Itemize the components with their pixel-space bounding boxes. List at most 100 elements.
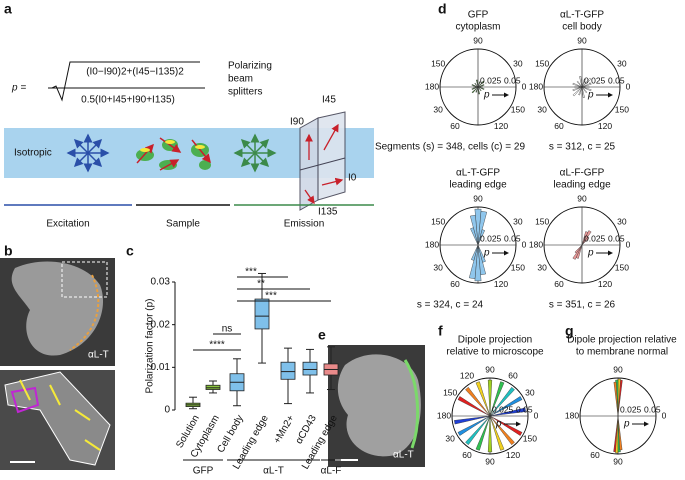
plot-title: αL-T-GFP bbox=[456, 168, 500, 179]
rose-petal bbox=[579, 76, 583, 88]
significance-label: **** bbox=[209, 340, 225, 351]
angle-label: 0 bbox=[626, 81, 631, 91]
scale-label: 0.025 bbox=[584, 233, 606, 243]
rose-petal bbox=[581, 82, 592, 88]
panel-e: e αL-T bbox=[318, 327, 425, 467]
channel-label: I90 bbox=[290, 117, 304, 128]
scale-label: 0.05 bbox=[644, 404, 661, 414]
plot-title: Dipole projection relative bbox=[567, 335, 677, 346]
channel-label: I45 bbox=[322, 95, 336, 106]
p-label: p bbox=[587, 90, 594, 101]
angle-label: 150 bbox=[443, 387, 457, 397]
rose-petal bbox=[581, 86, 588, 94]
p-label: p bbox=[623, 419, 630, 430]
box bbox=[302, 361, 318, 376]
angle-label: 90 bbox=[577, 193, 587, 203]
angle-label: 180 bbox=[437, 410, 451, 420]
rose-petal bbox=[476, 79, 479, 88]
rose-petal bbox=[581, 78, 586, 88]
rose-petal bbox=[471, 84, 479, 88]
cell-image bbox=[4, 371, 111, 466]
angle-label: 120 bbox=[460, 370, 474, 380]
angle-label: 60 bbox=[450, 121, 460, 131]
angle-label: 60 bbox=[554, 121, 564, 131]
angle-label: 30 bbox=[617, 216, 627, 226]
cell-tag: αL-T bbox=[393, 450, 414, 461]
rose-petal bbox=[477, 86, 485, 90]
rose-petal bbox=[578, 86, 583, 96]
group-label: αL-T bbox=[263, 466, 284, 477]
rose-petal bbox=[475, 415, 491, 451]
cell-image bbox=[11, 261, 104, 356]
angle-label: 30 bbox=[433, 262, 443, 272]
rose-petal bbox=[581, 77, 592, 88]
plot-title: αL-F-GFP bbox=[560, 168, 605, 179]
rose-petal bbox=[572, 86, 583, 97]
panel-a: a p = (I0−I90)2+(I45−I135)2 0.5(I0+I45+I… bbox=[4, 1, 374, 230]
angle-label: 150 bbox=[615, 262, 629, 272]
rose-petal bbox=[489, 415, 505, 451]
rose-petal bbox=[475, 381, 491, 417]
angle-label: 30 bbox=[445, 433, 455, 443]
angle-label: 150 bbox=[535, 216, 549, 226]
formula-numerator: (I0−I90)2+(I45−I135)2 bbox=[86, 67, 184, 78]
rose-petal bbox=[581, 231, 589, 246]
rose-petal bbox=[581, 86, 585, 98]
scale-label: 0.025 bbox=[620, 404, 642, 414]
plot-title: Dipole projection bbox=[458, 335, 533, 346]
zoom-box bbox=[61, 261, 108, 298]
angle-label: 30 bbox=[537, 104, 547, 114]
rose-petal bbox=[572, 86, 583, 92]
p-label: p bbox=[483, 248, 490, 259]
y-tick-label: 0.01 bbox=[151, 362, 171, 373]
p-label: p bbox=[587, 248, 594, 259]
rose-petal bbox=[576, 80, 583, 88]
rose-petal bbox=[617, 415, 623, 451]
rose-petal bbox=[473, 86, 479, 88]
plot-title: αL-T-GFP bbox=[560, 10, 604, 21]
plot-title: to membrane normal bbox=[576, 347, 668, 358]
angle-label: 180 bbox=[565, 410, 579, 420]
panel-label: a bbox=[4, 1, 12, 17]
panel-label: d bbox=[438, 1, 447, 17]
rose-petal bbox=[487, 415, 493, 453]
angle-label: 60 bbox=[462, 450, 472, 460]
excitation-star bbox=[66, 133, 110, 173]
cell-image bbox=[337, 354, 421, 457]
plot-title: cell body bbox=[562, 22, 601, 33]
angle-label: 30 bbox=[513, 216, 523, 226]
significance-label: ** bbox=[257, 279, 265, 290]
angle-label: 120 bbox=[494, 279, 508, 289]
angle-label: 120 bbox=[494, 121, 508, 131]
formula-denominator: 0.5(I0+I45+I90+I135) bbox=[81, 95, 175, 106]
p-label: p bbox=[495, 419, 502, 430]
plot-title: relative to microscope bbox=[446, 347, 544, 358]
angle-label: 150 bbox=[511, 104, 525, 114]
scale-label: 0.05 bbox=[504, 233, 521, 243]
rose-petal bbox=[465, 386, 491, 417]
y-tick-label: 0.02 bbox=[151, 319, 171, 330]
panel-label: f bbox=[438, 323, 443, 339]
scale-label: 0.05 bbox=[608, 75, 625, 85]
rose-petal bbox=[489, 381, 505, 417]
plot-caption: s = 312, c = 25 bbox=[549, 142, 616, 153]
angle-label: 0 bbox=[626, 239, 631, 249]
scale-label: 0.025 bbox=[480, 233, 502, 243]
stage-label: Excitation bbox=[46, 219, 89, 230]
rose-petal bbox=[489, 415, 515, 446]
cell-tag: αL-T bbox=[88, 350, 109, 361]
rose-petal bbox=[489, 407, 526, 417]
sample-molecules bbox=[136, 137, 211, 171]
angle-label: 60 bbox=[450, 279, 460, 289]
segment-ticks bbox=[19, 379, 101, 451]
stage-label: Sample bbox=[166, 219, 200, 230]
panel-label: e bbox=[318, 327, 326, 343]
angle-label: 150 bbox=[535, 58, 549, 68]
y-axis-label: Polarization factor (p) bbox=[145, 298, 156, 393]
rose-petal bbox=[454, 415, 491, 425]
rose-petal bbox=[572, 82, 583, 88]
cell-outline bbox=[69, 274, 100, 351]
panel-label: c bbox=[126, 243, 134, 259]
angle-label: 90 bbox=[485, 364, 495, 374]
panel-label: b bbox=[4, 243, 13, 259]
